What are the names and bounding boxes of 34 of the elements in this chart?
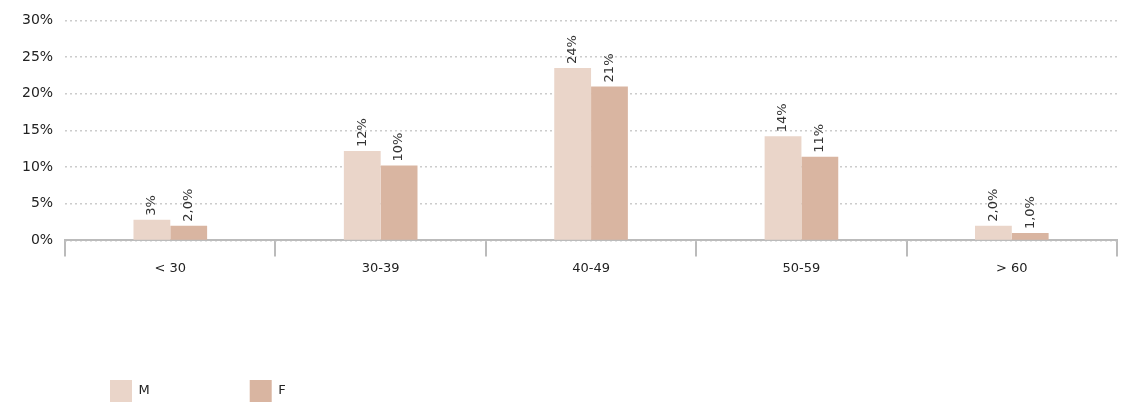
bar [975,225,1012,240]
data-label: 10% [390,132,406,162]
y-tick-label: 25% [21,47,54,64]
x-tick-label: 50-59 [782,259,821,275]
data-label: 21% [600,53,616,83]
bar [1011,233,1049,240]
legend-label: M [138,382,150,398]
data-label: 1,0% [1021,196,1037,230]
data-label: 2,0% [180,188,196,222]
bar [801,156,839,240]
bar [380,165,418,240]
data-label: 24% [564,35,580,65]
bar [133,219,171,240]
data-label: 14% [774,103,790,133]
y-tick-label: 20% [21,84,54,101]
data-label: 3% [143,195,159,216]
y-tick-label: 0% [30,231,54,248]
data-label: 2,0% [984,188,1000,222]
y-tick-label: 10% [21,157,54,174]
bar [343,150,381,240]
y-tick-label: 15% [21,121,54,138]
data-label: 12% [353,118,369,147]
bar [591,86,628,240]
y-tick-label: 5% [30,194,54,211]
x-tick-label: 40-49 [572,259,610,275]
y-tick-label: 30% [21,11,54,28]
x-tick-label: > 60 [996,259,1028,275]
legend-label: F [278,382,286,398]
x-tick-label: < 30 [154,259,187,275]
bar [554,68,592,240]
x-tick-label: 30-39 [361,259,400,275]
data-label: 11% [811,123,827,153]
bar [764,136,802,240]
bar [170,225,208,240]
